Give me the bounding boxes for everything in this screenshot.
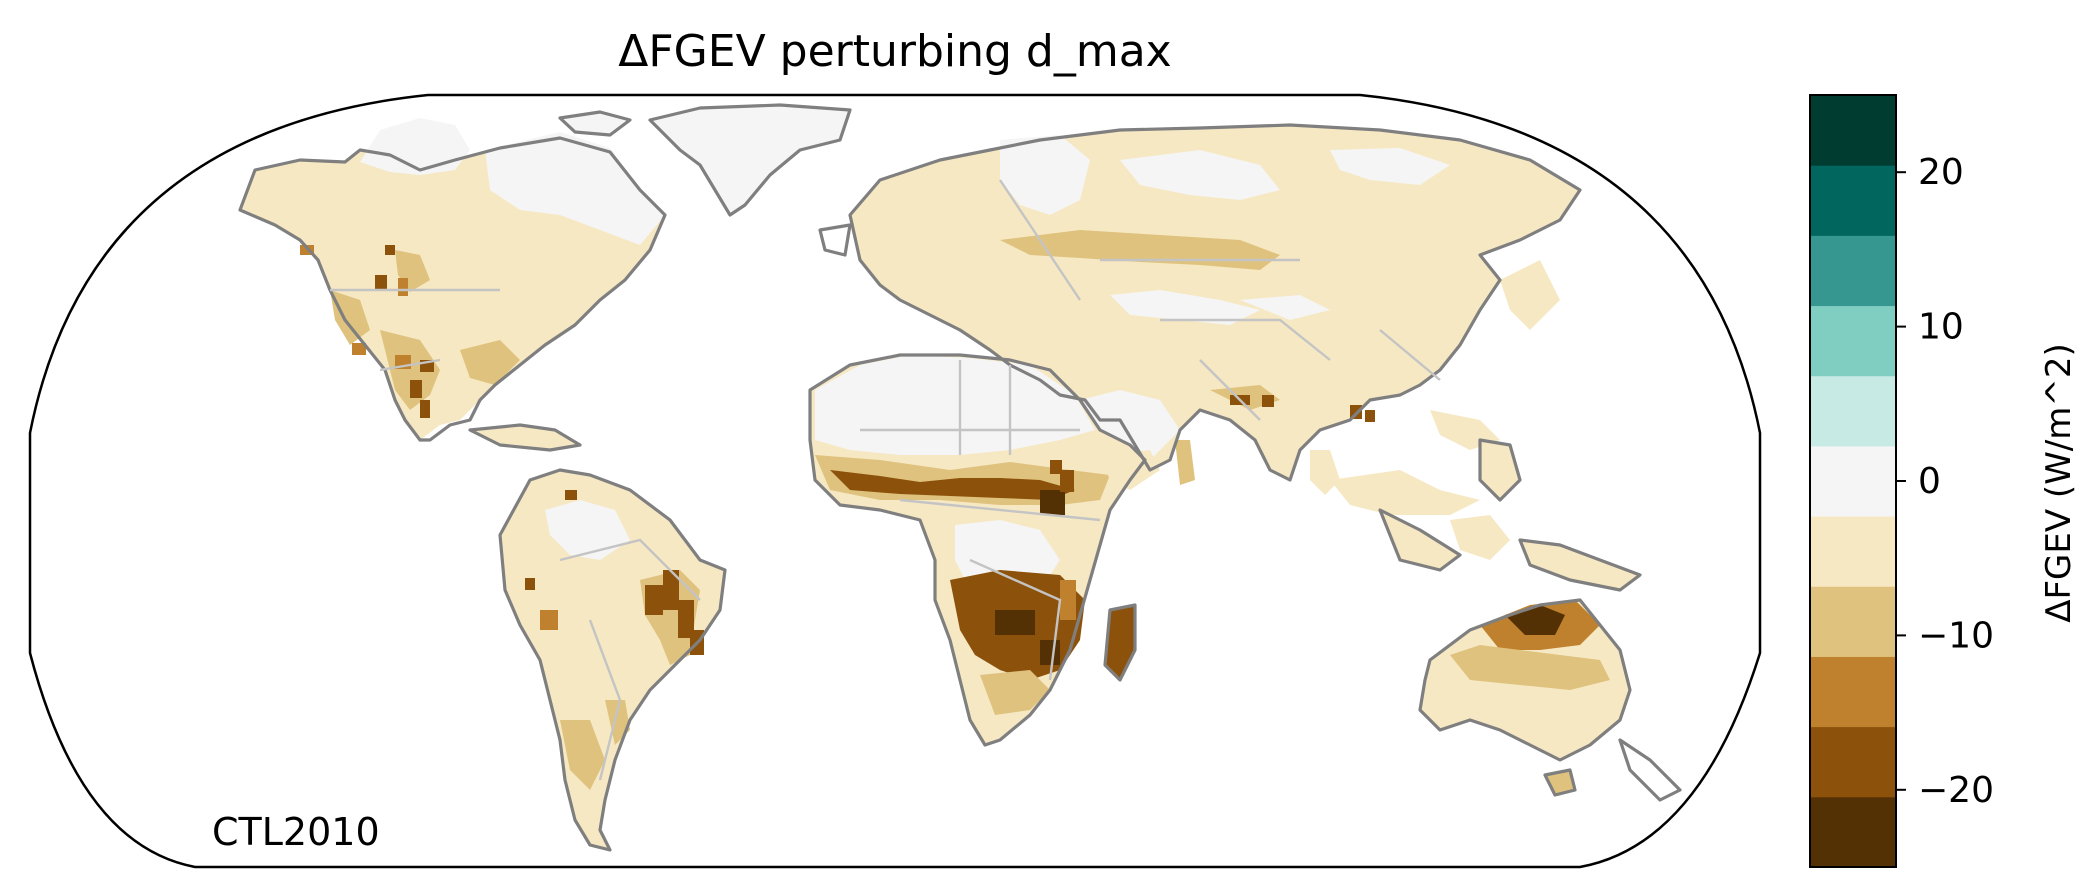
colorbar-bin [1810,165,1896,236]
map-outline [28,93,1762,869]
colorbar-bin [1810,375,1896,447]
world-map [28,93,1762,869]
region-africa [810,355,1180,745]
colorbar-label: ΔFGEV (W/m^2) [2039,343,2079,623]
colorbar-bin [1810,516,1896,587]
region-eurasia-north [850,125,1580,515]
colorbar-bin [1810,445,1896,517]
colorbar-bin [1810,305,1896,377]
region-south-america [500,470,725,850]
colorbar-bin [1810,656,1896,728]
region-greenland [560,105,850,215]
colorbar-tick-label: 10 [1918,307,1964,348]
region-maritime-asia [1380,440,1640,590]
colorbar-bin [1810,726,1896,798]
colorbar-tick-label: 20 [1918,152,1964,193]
colorbar-bin [1810,586,1896,657]
colorbar-tick-label: −20 [1918,770,1994,811]
run-label: CTL2010 [212,810,380,854]
colorbar-bin [1810,796,1896,868]
data-layer [238,103,1682,852]
colorbar-tick-label: 0 [1918,461,1941,502]
map-title: ΔFGEV perturbing d_max [618,26,1171,77]
colorbar-bin [1810,95,1896,166]
colorbar: 20 10 0 −10 −20 [1809,94,1994,868]
colorbar-tick-label: −10 [1918,615,1994,656]
coastlines [238,103,1682,852]
country-borders [330,179,1441,781]
colorbar-bin [1810,235,1896,307]
